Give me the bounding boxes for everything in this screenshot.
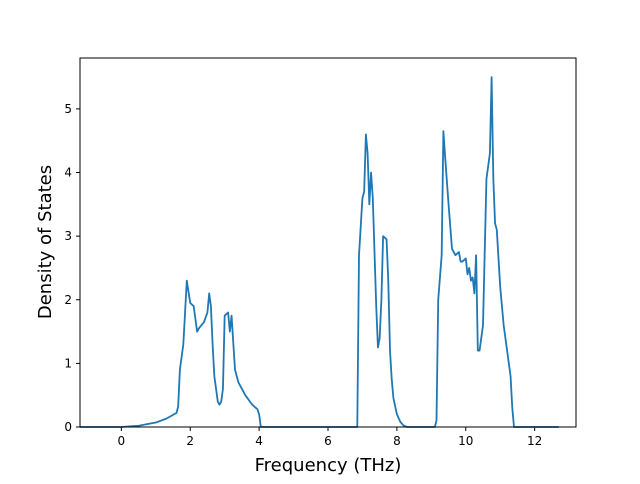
x-tick-label: 0: [118, 434, 126, 448]
x-axis-label: Frequency (THz): [255, 455, 402, 476]
series-line: [80, 76, 559, 428]
y-tick-label: 1: [64, 356, 72, 370]
y-tick-label: 5: [64, 102, 72, 116]
x-axis-ticks: 0 2 4 6 8 10 12: [118, 427, 542, 448]
y-tick-label: 0: [64, 420, 72, 434]
y-axis-ticks: 0 1 2 3 4 5: [64, 102, 80, 434]
y-axis-label: Density of States: [35, 165, 56, 319]
x-tick-label: 8: [393, 434, 401, 448]
plot-area: [80, 58, 576, 427]
plot-frame: [79, 57, 577, 428]
x-tick-label: 4: [255, 434, 263, 448]
y-tick-label: 4: [64, 166, 72, 180]
x-tick-label: 6: [324, 434, 332, 448]
x-tick-label: 2: [186, 434, 194, 448]
x-tick-label: 10: [458, 434, 473, 448]
y-tick-label: 3: [64, 229, 72, 243]
y-tick-label: 2: [64, 293, 72, 307]
x-tick-label: 12: [527, 434, 542, 448]
